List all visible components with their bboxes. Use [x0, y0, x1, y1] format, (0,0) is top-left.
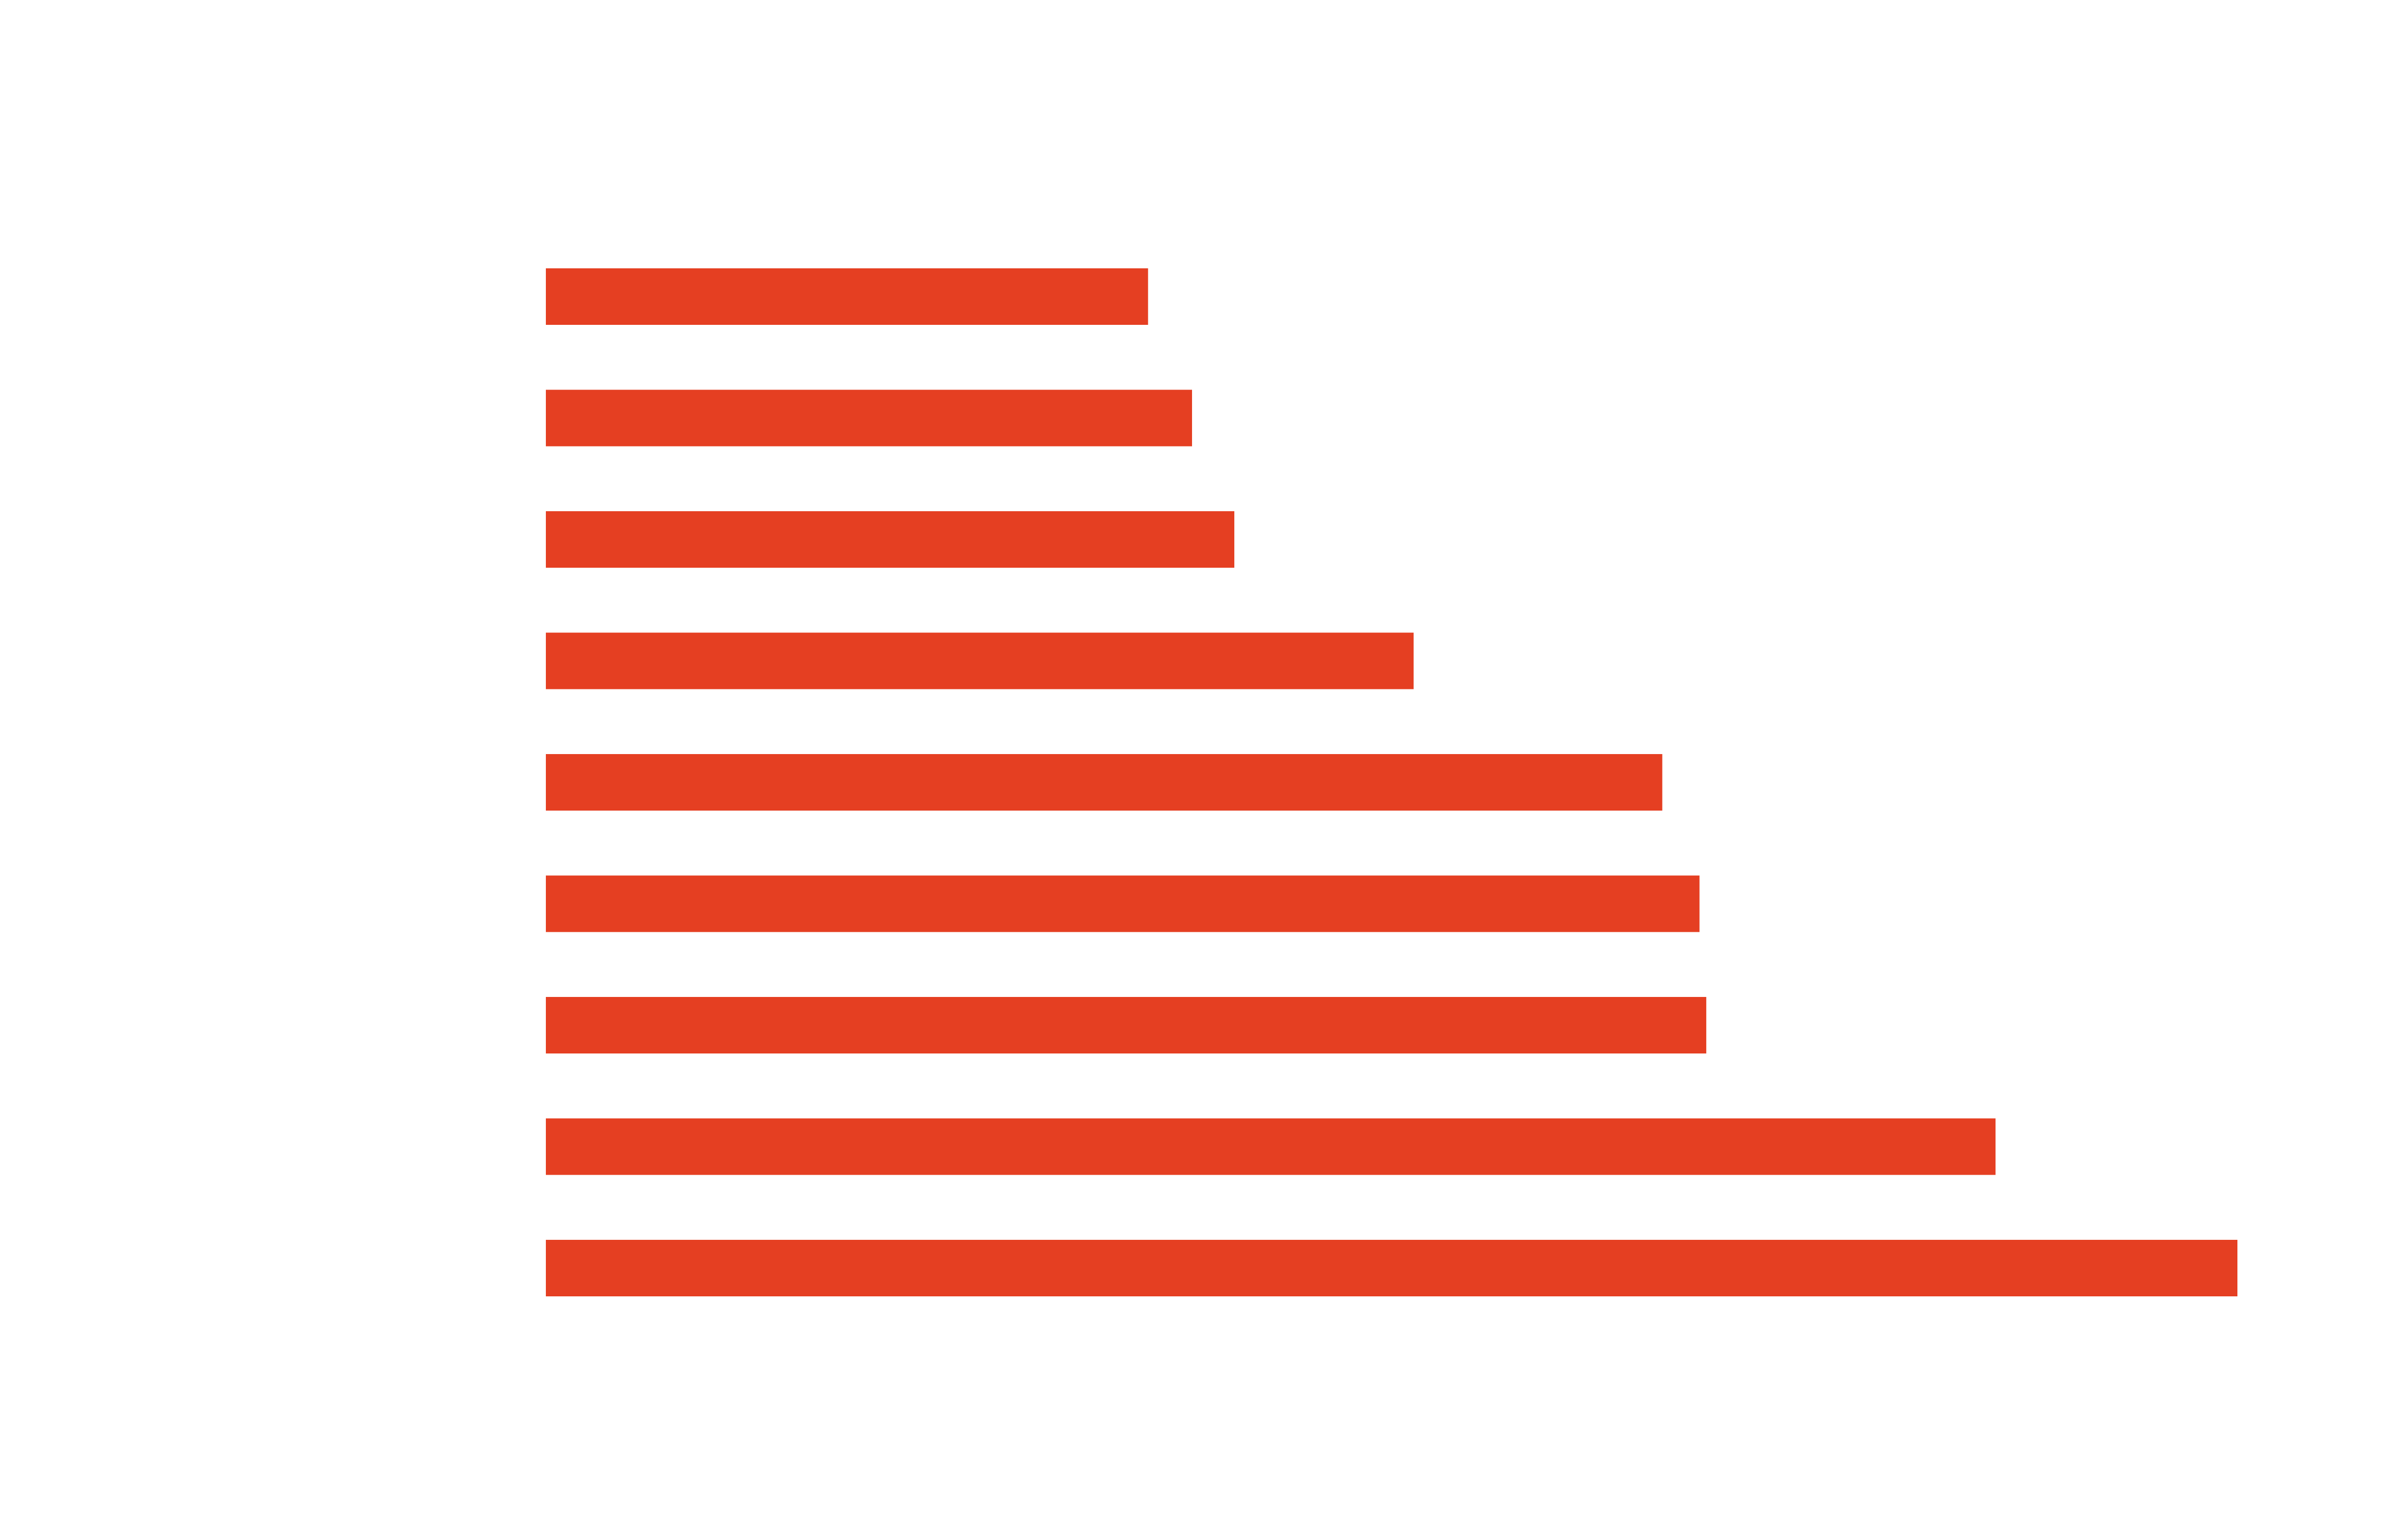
bars-group: [546, 268, 2237, 1296]
bar-5: [546, 754, 1663, 811]
bar-4: [546, 632, 1414, 689]
bar-2: [546, 390, 1193, 447]
bar-1: [546, 268, 1148, 325]
bar-7: [546, 997, 1706, 1053]
bar-8: [546, 1118, 1996, 1175]
bar-9: [546, 1240, 2237, 1296]
bar-3: [546, 511, 1235, 568]
bar-6: [546, 875, 1700, 932]
